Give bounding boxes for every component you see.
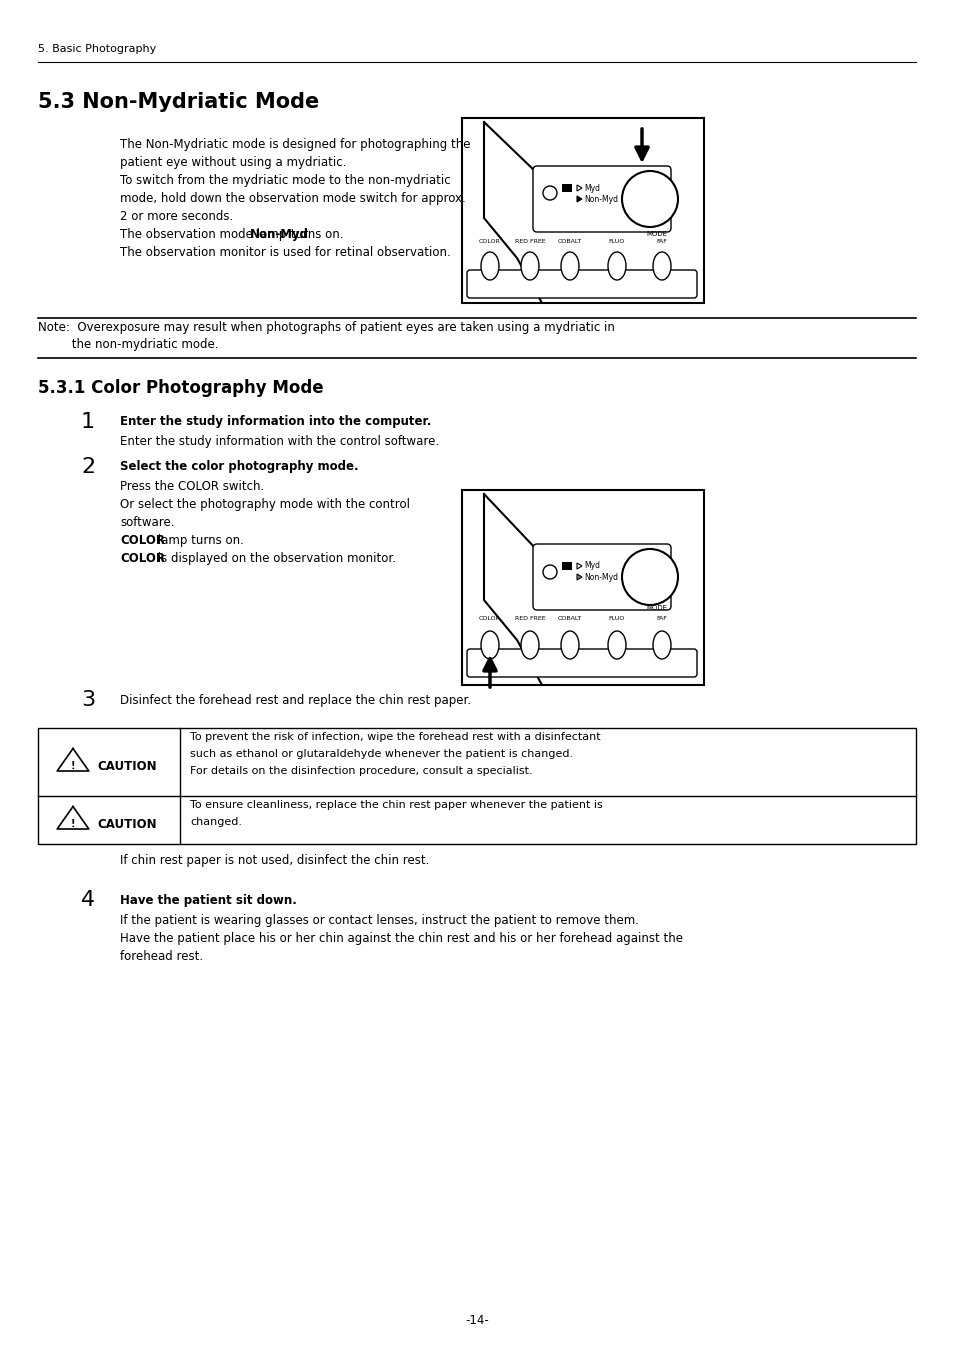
Text: COLOR: COLOR (478, 239, 500, 244)
Text: Myd: Myd (583, 562, 599, 570)
Text: Press the COLOR switch.: Press the COLOR switch. (120, 481, 264, 493)
Text: To ensure cleanliness, replace the chin rest paper whenever the patient is: To ensure cleanliness, replace the chin … (190, 801, 602, 810)
Text: Non-Myd: Non-Myd (583, 194, 618, 204)
Text: 5.3 Non-Mydriatic Mode: 5.3 Non-Mydriatic Mode (38, 92, 319, 112)
FancyBboxPatch shape (467, 649, 697, 676)
Text: If the patient is wearing glasses or contact lenses, instruct the patient to rem: If the patient is wearing glasses or con… (120, 914, 639, 927)
Text: Have the patient place his or her chin against the chin rest and his or her fore: Have the patient place his or her chin a… (120, 931, 682, 945)
Text: such as ethanol or glutaraldehyde whenever the patient is changed.: such as ethanol or glutaraldehyde whenev… (190, 749, 573, 759)
Text: COLOR: COLOR (120, 535, 165, 547)
Text: 1: 1 (81, 412, 95, 432)
Text: Enter the study information into the computer.: Enter the study information into the com… (120, 414, 431, 428)
Ellipse shape (607, 252, 625, 279)
Text: Have the patient sit down.: Have the patient sit down. (120, 894, 296, 907)
Bar (461, 490, 703, 684)
Text: Non-Myd: Non-Myd (583, 572, 618, 582)
Polygon shape (577, 574, 581, 580)
Text: mode, hold down the observation mode switch for approx.: mode, hold down the observation mode swi… (120, 192, 465, 205)
Text: To switch from the mydriatic mode to the non-mydriatic: To switch from the mydriatic mode to the… (120, 174, 450, 188)
FancyBboxPatch shape (533, 166, 670, 232)
Text: 2: 2 (81, 458, 95, 477)
FancyArrowPatch shape (483, 659, 496, 687)
Text: is displayed on the observation monitor.: is displayed on the observation monitor. (153, 552, 395, 566)
Text: COLOR: COLOR (120, 552, 165, 566)
Circle shape (542, 186, 557, 200)
FancyBboxPatch shape (467, 270, 697, 298)
Text: The Non-Mydriatic mode is designed for photographing the: The Non-Mydriatic mode is designed for p… (120, 138, 470, 151)
Text: !: ! (71, 819, 75, 829)
Text: turns on.: turns on. (287, 228, 343, 242)
Text: CAUTION: CAUTION (97, 760, 156, 772)
Text: Or select the photography mode with the control: Or select the photography mode with the … (120, 498, 410, 512)
Text: The observation mode lamp: The observation mode lamp (120, 228, 290, 242)
Polygon shape (57, 748, 89, 771)
Text: Non-Myd: Non-Myd (250, 228, 309, 242)
Text: MODE: MODE (646, 231, 667, 238)
Ellipse shape (480, 630, 498, 659)
Text: To prevent the risk of infection, wipe the forehead rest with a disinfectant: To prevent the risk of infection, wipe t… (190, 732, 600, 742)
Bar (38, 728, 915, 844)
Text: COBALT: COBALT (558, 616, 581, 621)
Ellipse shape (560, 252, 578, 279)
Polygon shape (577, 196, 581, 202)
Text: MODE: MODE (646, 605, 667, 612)
Polygon shape (577, 563, 581, 568)
Text: -14-: -14- (465, 1314, 488, 1327)
Text: the non-mydriatic mode.: the non-mydriatic mode. (38, 338, 218, 351)
Ellipse shape (560, 630, 578, 659)
Text: RED FREE: RED FREE (515, 239, 545, 244)
Text: The observation monitor is used for retinal observation.: The observation monitor is used for reti… (120, 246, 450, 259)
Text: 5.3.1 Color Photography Mode: 5.3.1 Color Photography Mode (38, 379, 323, 397)
Text: Note:  Overexposure may result when photographs of patient eyes are taken using : Note: Overexposure may result when photo… (38, 321, 615, 333)
FancyArrowPatch shape (636, 128, 647, 159)
FancyBboxPatch shape (533, 544, 670, 610)
Text: For details on the disinfection procedure, consult a specialist.: For details on the disinfection procedur… (190, 765, 532, 776)
Circle shape (542, 566, 557, 579)
Bar (461, 117, 703, 302)
Text: COBALT: COBALT (558, 239, 581, 244)
Text: FAF: FAF (656, 616, 667, 621)
Text: RED FREE: RED FREE (515, 616, 545, 621)
Ellipse shape (607, 630, 625, 659)
Text: FLUO: FLUO (608, 616, 624, 621)
Text: lamp turns on.: lamp turns on. (153, 535, 244, 547)
Circle shape (621, 171, 678, 227)
Text: software.: software. (120, 516, 174, 529)
Ellipse shape (652, 252, 670, 279)
Text: !: ! (71, 761, 75, 771)
Bar (561, 562, 572, 570)
Text: 4: 4 (81, 890, 95, 910)
Ellipse shape (520, 252, 538, 279)
Text: CAUTION: CAUTION (97, 818, 156, 830)
Ellipse shape (520, 630, 538, 659)
Text: Myd: Myd (583, 184, 599, 193)
Polygon shape (577, 185, 581, 190)
Text: If chin rest paper is not used, disinfect the chin rest.: If chin rest paper is not used, disinfec… (120, 855, 429, 867)
Ellipse shape (652, 630, 670, 659)
Bar (561, 184, 572, 192)
Text: 2 or more seconds.: 2 or more seconds. (120, 211, 233, 223)
Polygon shape (57, 806, 89, 829)
Text: 3: 3 (81, 690, 95, 710)
Text: Enter the study information with the control software.: Enter the study information with the con… (120, 435, 438, 448)
Ellipse shape (480, 252, 498, 279)
Text: Disinfect the forehead rest and replace the chin rest paper.: Disinfect the forehead rest and replace … (120, 694, 471, 707)
Text: forehead rest.: forehead rest. (120, 950, 203, 963)
Text: Select the color photography mode.: Select the color photography mode. (120, 460, 358, 472)
Text: FAF: FAF (656, 239, 667, 244)
Text: patient eye without using a mydriatic.: patient eye without using a mydriatic. (120, 157, 346, 169)
Text: changed.: changed. (190, 817, 242, 828)
Text: 5. Basic Photography: 5. Basic Photography (38, 45, 156, 54)
Text: FLUO: FLUO (608, 239, 624, 244)
Text: COLOR: COLOR (478, 616, 500, 621)
Circle shape (621, 549, 678, 605)
